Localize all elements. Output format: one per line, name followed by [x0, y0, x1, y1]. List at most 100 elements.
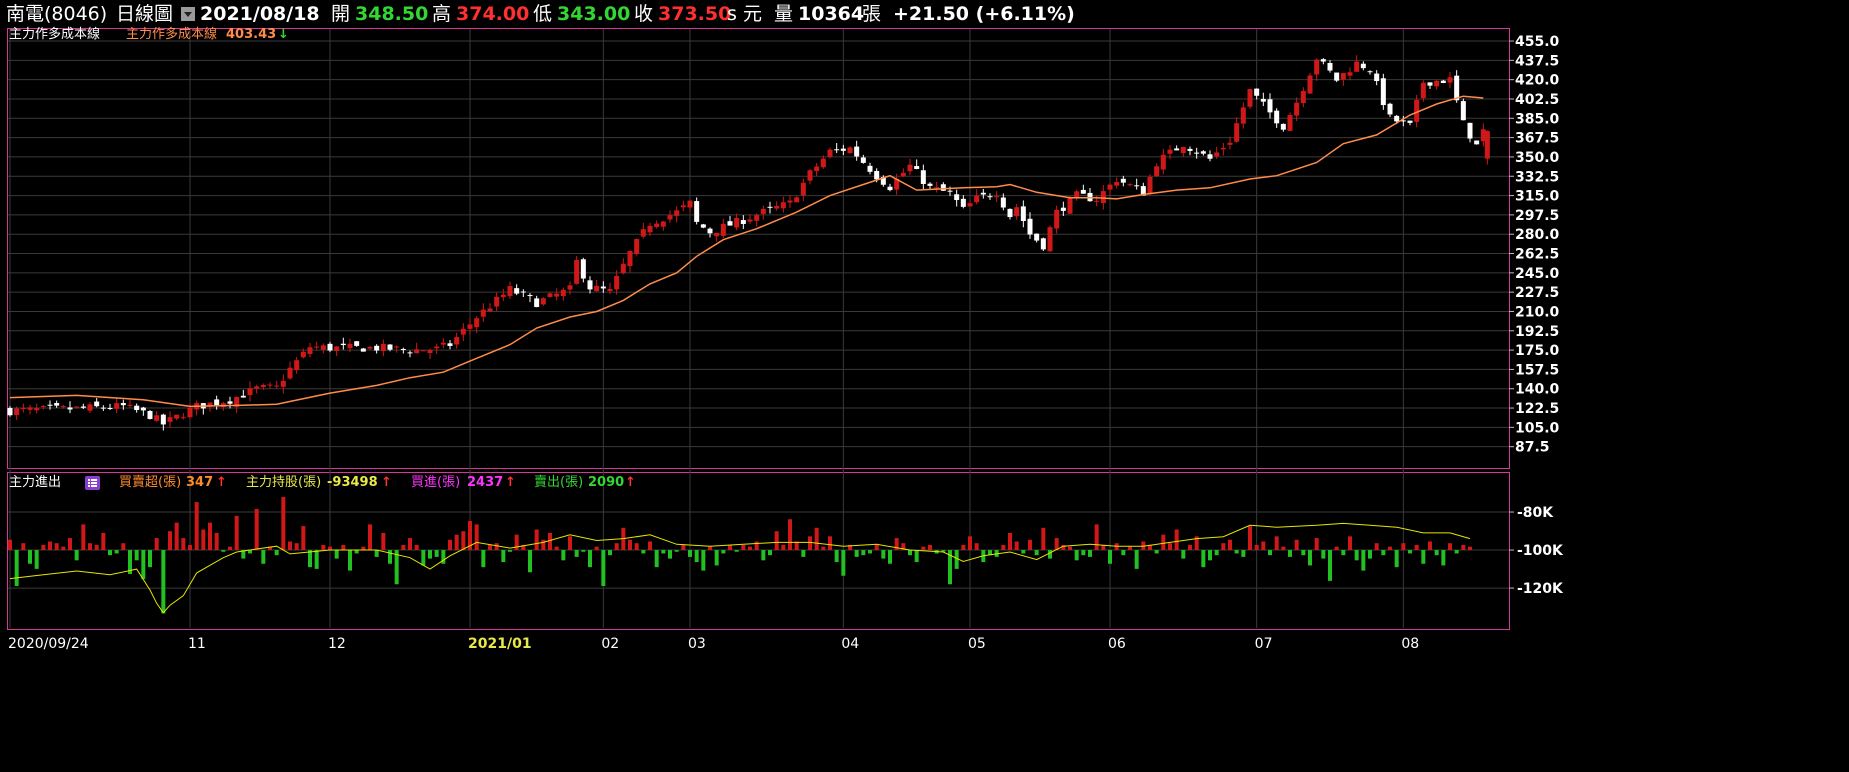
list-settings-icon[interactable] [85, 476, 100, 490]
sell-bar [721, 550, 726, 554]
candle-body [1034, 233, 1040, 241]
price-tick-label: 122.5 [1515, 401, 1559, 417]
candle-body [754, 215, 760, 221]
candle-body [134, 405, 140, 411]
sell-bar [1154, 550, 1159, 554]
buy-bar [154, 538, 159, 551]
candle-body [34, 408, 40, 411]
sell-bar [1088, 550, 1092, 557]
date-tick-label: 2021/01 [468, 636, 532, 652]
change-value: +21.50 (+6.11%) [893, 3, 1075, 25]
symbol-name[interactable]: 南電(8046) [6, 3, 108, 25]
candle-body [1014, 207, 1020, 217]
sell-bar [1408, 550, 1412, 554]
buy-bar [788, 519, 792, 551]
candle-body [1334, 72, 1340, 81]
candle-body [1147, 176, 1153, 194]
candle-body [27, 407, 33, 410]
candle-body [247, 388, 253, 396]
buy-bar [1068, 546, 1072, 551]
buy-bar [1401, 543, 1406, 551]
sell-bar [1201, 550, 1206, 568]
sell-bar [768, 550, 772, 556]
price-tick-label: 350.0 [1515, 150, 1560, 166]
candle-body [234, 397, 240, 407]
candle-body [547, 293, 553, 297]
sell-bar [801, 550, 806, 557]
sell-bar [1081, 550, 1086, 556]
candle-body [967, 203, 973, 207]
candle-body [227, 401, 233, 404]
net-flow-bars[interactable] [8, 497, 1472, 614]
sell-bar [674, 550, 679, 552]
candle-body [647, 225, 653, 233]
candle-body [187, 407, 193, 418]
candle-body [474, 318, 480, 328]
buy-bar [454, 534, 459, 551]
sell-bar [1208, 550, 1212, 561]
candle-body [127, 404, 133, 406]
candle-body [880, 177, 886, 185]
chart-type-label[interactable]: 日線圖 [116, 3, 174, 25]
date-tick-label: 07 [1255, 636, 1273, 652]
candle-body [814, 166, 820, 172]
buy-bar [94, 544, 99, 551]
candle-body [914, 166, 920, 169]
buy-bar [1094, 524, 1099, 551]
buy-bar [828, 536, 832, 551]
holding-tick-label: -80K [1517, 505, 1554, 521]
buy-bar [554, 546, 559, 551]
candle-body [1320, 59, 1326, 62]
date-tick-label: 02 [601, 636, 619, 652]
candle-body [1340, 73, 1346, 80]
date-axis: 2020/09/24 11 12 2021/01 02 03 04 05 06 07 08 [8, 636, 1419, 652]
candle-body [1040, 238, 1046, 250]
sell-bar [668, 550, 672, 559]
candle-body [807, 170, 813, 181]
date-tick-label: 2020/09/24 [8, 636, 89, 652]
buy-bar [928, 544, 932, 551]
sell-bar [348, 550, 352, 571]
date-tick-label: 11 [188, 636, 206, 652]
buy-bar [894, 538, 899, 551]
sell-bar [941, 550, 946, 552]
candle-body [767, 206, 773, 208]
candle-body [1100, 191, 1106, 204]
candle-body [874, 170, 880, 180]
price-tick-label: 367.5 [1515, 131, 1559, 147]
cost-line-legend-value: 403.43 [226, 27, 276, 42]
holding-line [9, 522, 1471, 614]
candle-body [1247, 89, 1253, 107]
buy-bar [741, 544, 746, 551]
candlestick-series[interactable] [7, 55, 1490, 431]
candle-body [420, 350, 426, 352]
sell-bar [1074, 550, 1079, 561]
candle-body [854, 146, 860, 157]
buy-bar [1448, 543, 1452, 551]
candle-body [620, 263, 626, 274]
sell-bar [868, 550, 872, 554]
candle-body [1174, 148, 1180, 151]
price-tick-label: 455.0 [1515, 34, 1560, 50]
buy-bar [54, 543, 59, 551]
sell-bar [1034, 550, 1039, 556]
candle-body [400, 349, 406, 351]
candle-body [340, 343, 346, 346]
candle-body [334, 346, 340, 351]
buy-bar [201, 529, 206, 551]
candle-body [1434, 80, 1440, 87]
price-tick-label: 315.0 [1515, 189, 1560, 205]
buy-bar [794, 541, 799, 551]
candle-body [674, 210, 680, 216]
candle-body [214, 399, 220, 406]
sell-bar [888, 550, 892, 564]
sell-bar [861, 550, 866, 556]
sell-bar [1048, 550, 1052, 559]
upper-panel-frame [7, 28, 1510, 469]
buy-bar [648, 541, 652, 551]
sell-bar [561, 550, 566, 561]
buy-bar [1461, 544, 1466, 551]
sell-bar [914, 550, 919, 563]
chart-type-dropdown-icon[interactable] [181, 7, 195, 21]
